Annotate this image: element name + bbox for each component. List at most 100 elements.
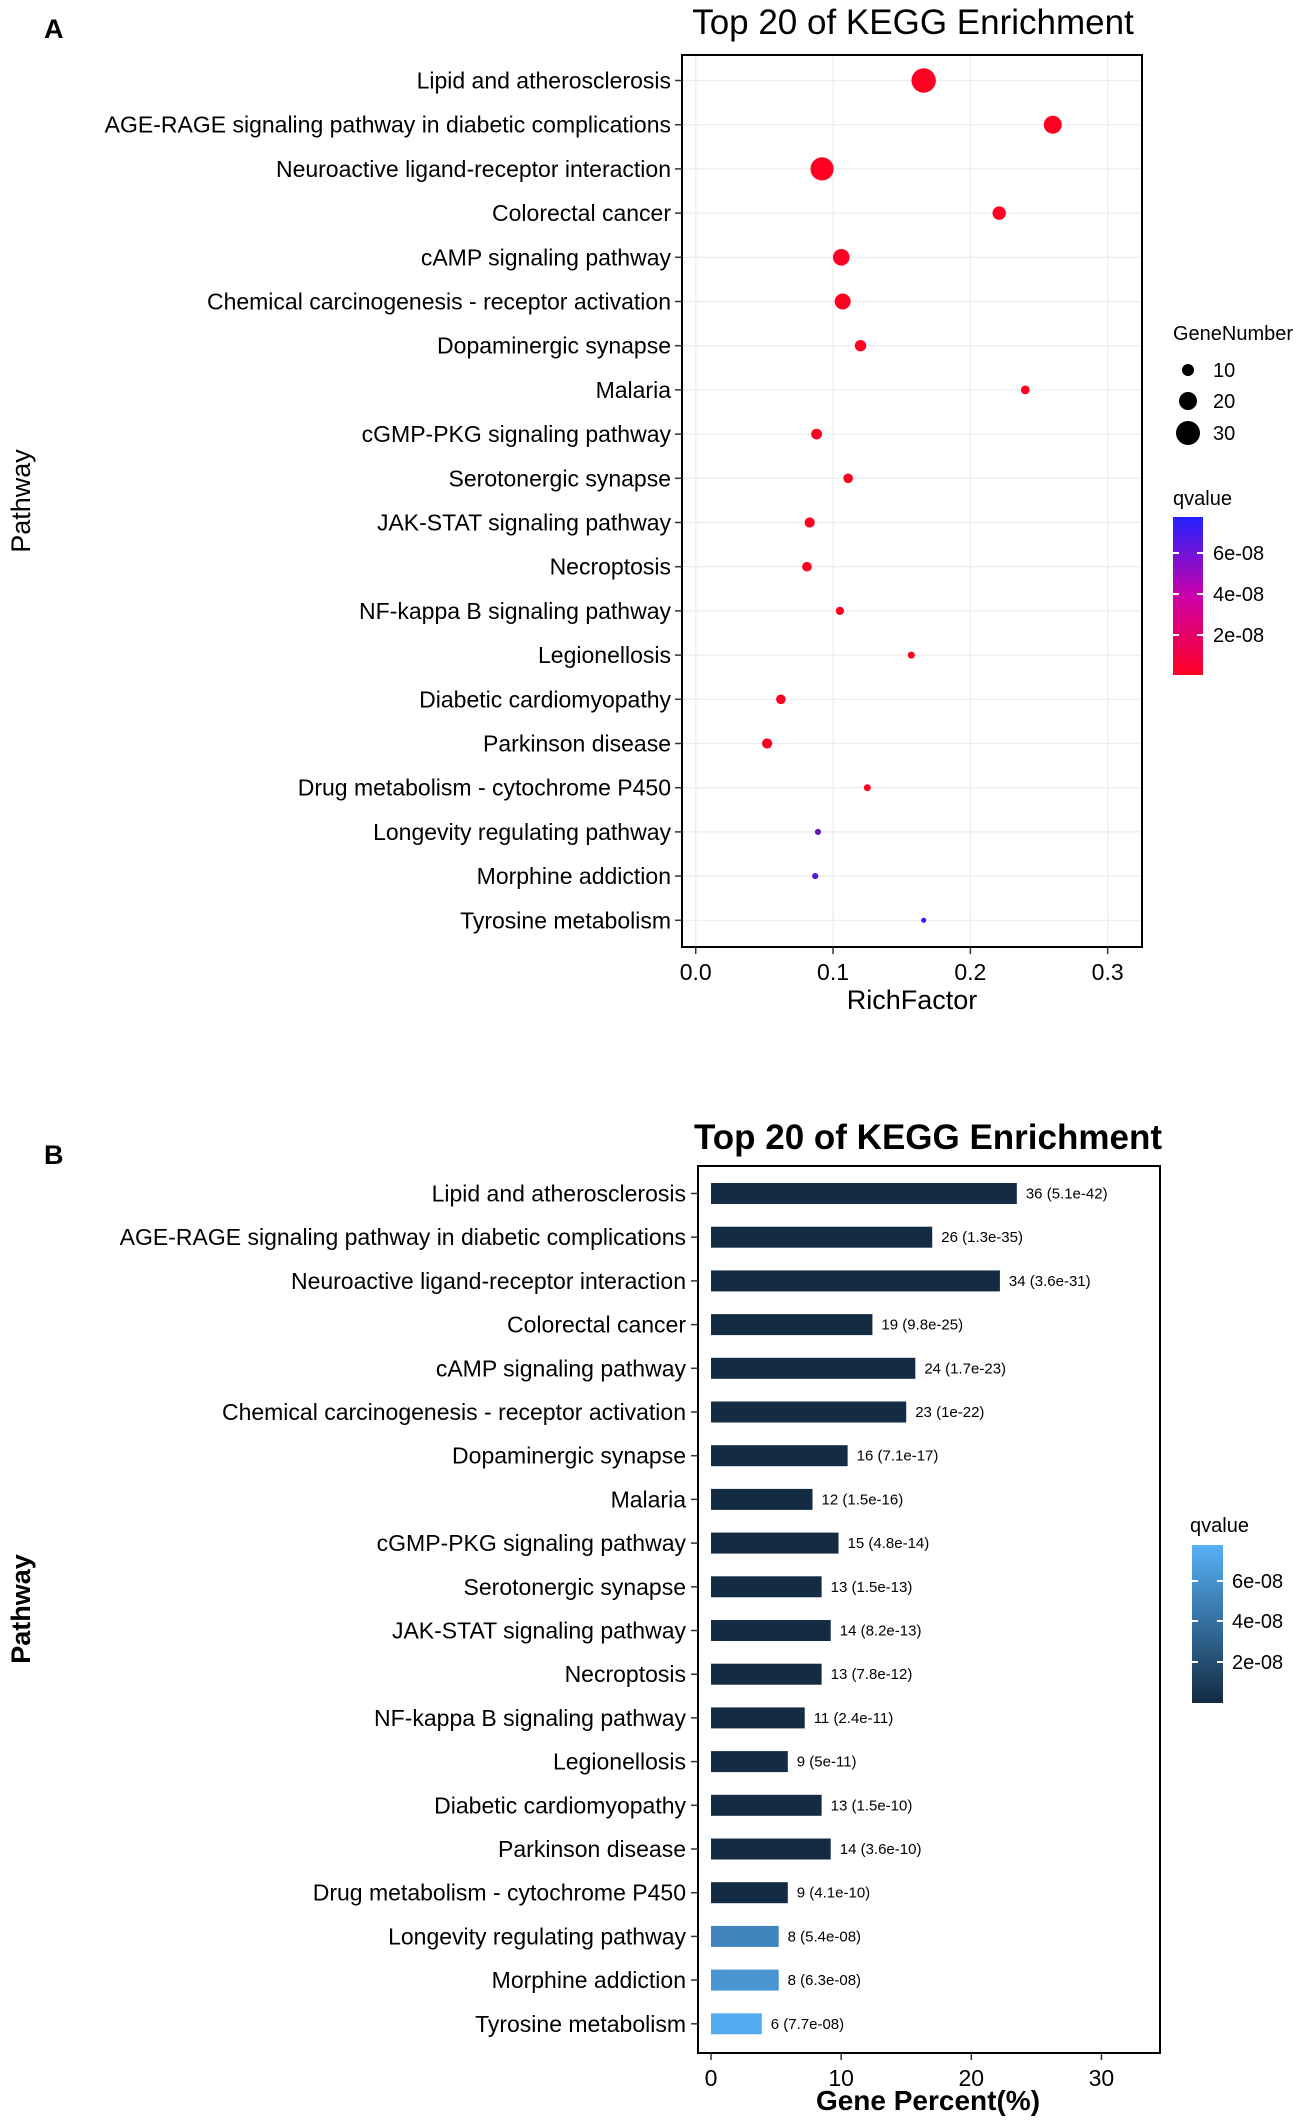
panel-a-point xyxy=(907,651,915,659)
panel-b-data-label: 34 (3.6e-31) xyxy=(1009,1273,1091,1290)
panel-b-x-tick-label: 20 xyxy=(958,2065,984,2091)
panel-a-point xyxy=(811,428,822,440)
panel-a-dot-plot: A Top 20 of KEGG Enrichment Lipid and at… xyxy=(6,3,1293,1015)
panel-a-size-legend: GeneNumber 10 20 30 xyxy=(1173,323,1293,445)
panel-a-gridlines xyxy=(682,55,1142,947)
panel-a-y-axis-label: Pathway xyxy=(6,449,36,553)
panel-b-bar xyxy=(711,1882,788,1904)
panel-a-category-label: Malaria xyxy=(596,377,672,403)
panel-b-bar xyxy=(711,1270,1000,1292)
panel-b-data-label: 26 (1.3e-35) xyxy=(941,1229,1023,1246)
panel-b-bar xyxy=(711,2013,762,2035)
panel-b-data-label: 14 (8.2e-13) xyxy=(840,1623,922,1640)
panel-a-point xyxy=(810,157,834,181)
color-legend-b-label-6e-08: 6e-08 xyxy=(1232,1571,1283,1593)
panel-b-data-label: 12 (1.5e-16) xyxy=(822,1491,904,1508)
panel-a-y-tick-labels: Lipid and atherosclerosis AGE-RAGE signal… xyxy=(105,68,682,933)
panel-a-category-label: cAMP signaling pathway xyxy=(421,244,672,270)
panel-a-x-tick-label: 0.3 xyxy=(1092,959,1124,985)
panel-b-category-label: Serotonergic synapse xyxy=(464,1574,686,1600)
panel-b-category-label: cGMP-PKG signaling pathway xyxy=(377,1530,687,1556)
panel-b-bar xyxy=(711,1925,779,1947)
color-legend-b-bar xyxy=(1192,1545,1223,1703)
panel-a-category-label: cGMP-PKG signaling pathway xyxy=(362,421,672,447)
panel-a-category-label: Necroptosis xyxy=(550,554,671,580)
panel-b-title: Top 20 of KEGG Enrichment xyxy=(694,1118,1162,1157)
panel-b-category-label: Neuroactive ligand-receptor interaction xyxy=(291,1268,686,1294)
panel-b-category-label: AGE-RAGE signaling pathway in diabetic c… xyxy=(120,1224,686,1250)
panel-a-category-label: Tyrosine metabolism xyxy=(460,907,671,933)
panel-b-category-label: Morphine addiction xyxy=(492,1967,686,1993)
panel-b-data-label: 19 (9.8e-25) xyxy=(881,1317,963,1334)
panel-a-category-label: Drug metabolism - cytochrome P450 xyxy=(298,775,671,801)
panel-a-point xyxy=(921,917,927,923)
panel-b-bar xyxy=(711,1226,933,1248)
panel-a-point xyxy=(911,68,936,93)
panel-a-point xyxy=(832,248,850,266)
panel-b-data-label: 11 (2.4e-11) xyxy=(814,1710,894,1727)
size-legend-dot-30 xyxy=(1176,421,1200,445)
panel-b-bar xyxy=(711,1576,822,1598)
panel-a-x-tick-label: 0.1 xyxy=(817,959,849,985)
panel-a-category-label: Parkinson disease xyxy=(483,731,671,757)
panel-b-data-label: 23 (1e-22) xyxy=(915,1404,984,1421)
panel-a-point xyxy=(1020,385,1030,395)
panel-b-bar xyxy=(711,1314,873,1336)
panel-b-y-axis-label: Pathway xyxy=(6,1554,36,1664)
size-legend-label-10: 10 xyxy=(1213,360,1235,382)
panel-b-bar xyxy=(711,1532,839,1554)
panel-b-data-label: 24 (1.7e-23) xyxy=(924,1360,1006,1377)
panel-a-x-tick-label: 0.2 xyxy=(954,959,986,985)
panel-a-category-label: Dopaminergic synapse xyxy=(437,333,671,359)
panel-b-bar xyxy=(711,1794,822,1816)
panel-b-category-label: Lipid and atherosclerosis xyxy=(432,1181,686,1207)
size-legend-dot-20 xyxy=(1179,392,1197,410)
panel-b-data-label: 9 (5e-11) xyxy=(797,1754,857,1771)
panel-b-category-label: Dopaminergic synapse xyxy=(452,1443,686,1469)
panel-b-bar xyxy=(711,1488,813,1510)
color-legend-b-label-2e-08: 2e-08 xyxy=(1232,1652,1283,1674)
panel-a-x-tick-label: 0.0 xyxy=(680,959,712,985)
panel-a-point xyxy=(834,293,851,310)
panel-b-x-tick-label: 30 xyxy=(1089,2065,1115,2091)
panel-a-point xyxy=(835,606,845,616)
panel-b-bar xyxy=(711,1707,805,1729)
panel-a-category-label: Diabetic cardiomyopathy xyxy=(419,686,671,712)
panel-b-data-label: 6 (7.7e-08) xyxy=(771,2016,844,2033)
color-legend-a-label-4e-08: 4e-08 xyxy=(1213,584,1264,606)
panel-a-category-label: Neuroactive ligand-receptor interaction xyxy=(276,156,671,182)
panel-a-point xyxy=(814,828,822,836)
panel-b-bar xyxy=(711,1357,916,1379)
panel-a-point xyxy=(854,340,867,352)
panel-b-data-label: 36 (5.1e-42) xyxy=(1026,1186,1108,1203)
panel-a-category-label: Legionellosis xyxy=(538,642,671,668)
panel-b-y-tick-labels: Lipid and atherosclerosis AGE-RAGE signal… xyxy=(120,1181,698,2037)
panel-a-title: Top 20 of KEGG Enrichment xyxy=(692,3,1134,42)
panel-b-category-label: Necroptosis xyxy=(565,1661,686,1687)
panel-b-category-label: Drug metabolism - cytochrome P450 xyxy=(313,1880,686,1906)
color-legend-b-title: qvalue xyxy=(1190,1515,1249,1537)
panel-a-plot-border xyxy=(681,54,1143,948)
panel-b-data-label: 13 (7.8e-12) xyxy=(831,1666,913,1683)
panel-b-category-label: Chemical carcinogenesis - receptor activ… xyxy=(222,1399,686,1425)
panel-b-bar xyxy=(711,1445,848,1467)
panel-a-category-label: Colorectal cancer xyxy=(492,200,671,226)
panel-a-point xyxy=(843,473,853,484)
panel-b-bar xyxy=(711,1969,779,1991)
panel-b-x-tick-label: 10 xyxy=(828,2065,854,2091)
panel-b-category-label: Colorectal cancer xyxy=(507,1312,686,1338)
panel-b-bar xyxy=(711,1401,907,1423)
color-legend-a-label-2e-08: 2e-08 xyxy=(1213,625,1264,647)
panel-a-x-ticks: 0.0 0.1 0.2 0.3 xyxy=(680,947,1124,985)
panel-b-x-axis-label: Gene Percent(%) xyxy=(816,2085,1040,2116)
panel-b-category-label: Diabetic cardiomyopathy xyxy=(434,1792,686,1818)
panel-a-point xyxy=(1043,115,1062,134)
color-legend-a-label-6e-08: 6e-08 xyxy=(1213,543,1264,565)
panel-b-category-label: JAK-STAT signaling pathway xyxy=(392,1618,687,1644)
panel-b-category-label: Legionellosis xyxy=(553,1749,686,1775)
panel-b-x-ticks: 0 10 20 30 xyxy=(705,2053,1115,2091)
panel-a-color-legend: qvalue 6e-08 4e-08 2e-08 xyxy=(1173,488,1264,675)
panel-a-category-label: JAK-STAT signaling pathway xyxy=(377,510,672,536)
color-legend-a-bar xyxy=(1173,517,1203,675)
